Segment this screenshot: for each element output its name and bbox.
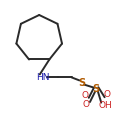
Text: O: O: [82, 91, 89, 100]
Text: OH: OH: [99, 101, 112, 110]
Text: S: S: [93, 84, 100, 94]
Text: O: O: [103, 90, 110, 99]
Text: S: S: [78, 78, 85, 88]
Text: HN: HN: [36, 73, 50, 82]
Text: O: O: [83, 100, 89, 109]
